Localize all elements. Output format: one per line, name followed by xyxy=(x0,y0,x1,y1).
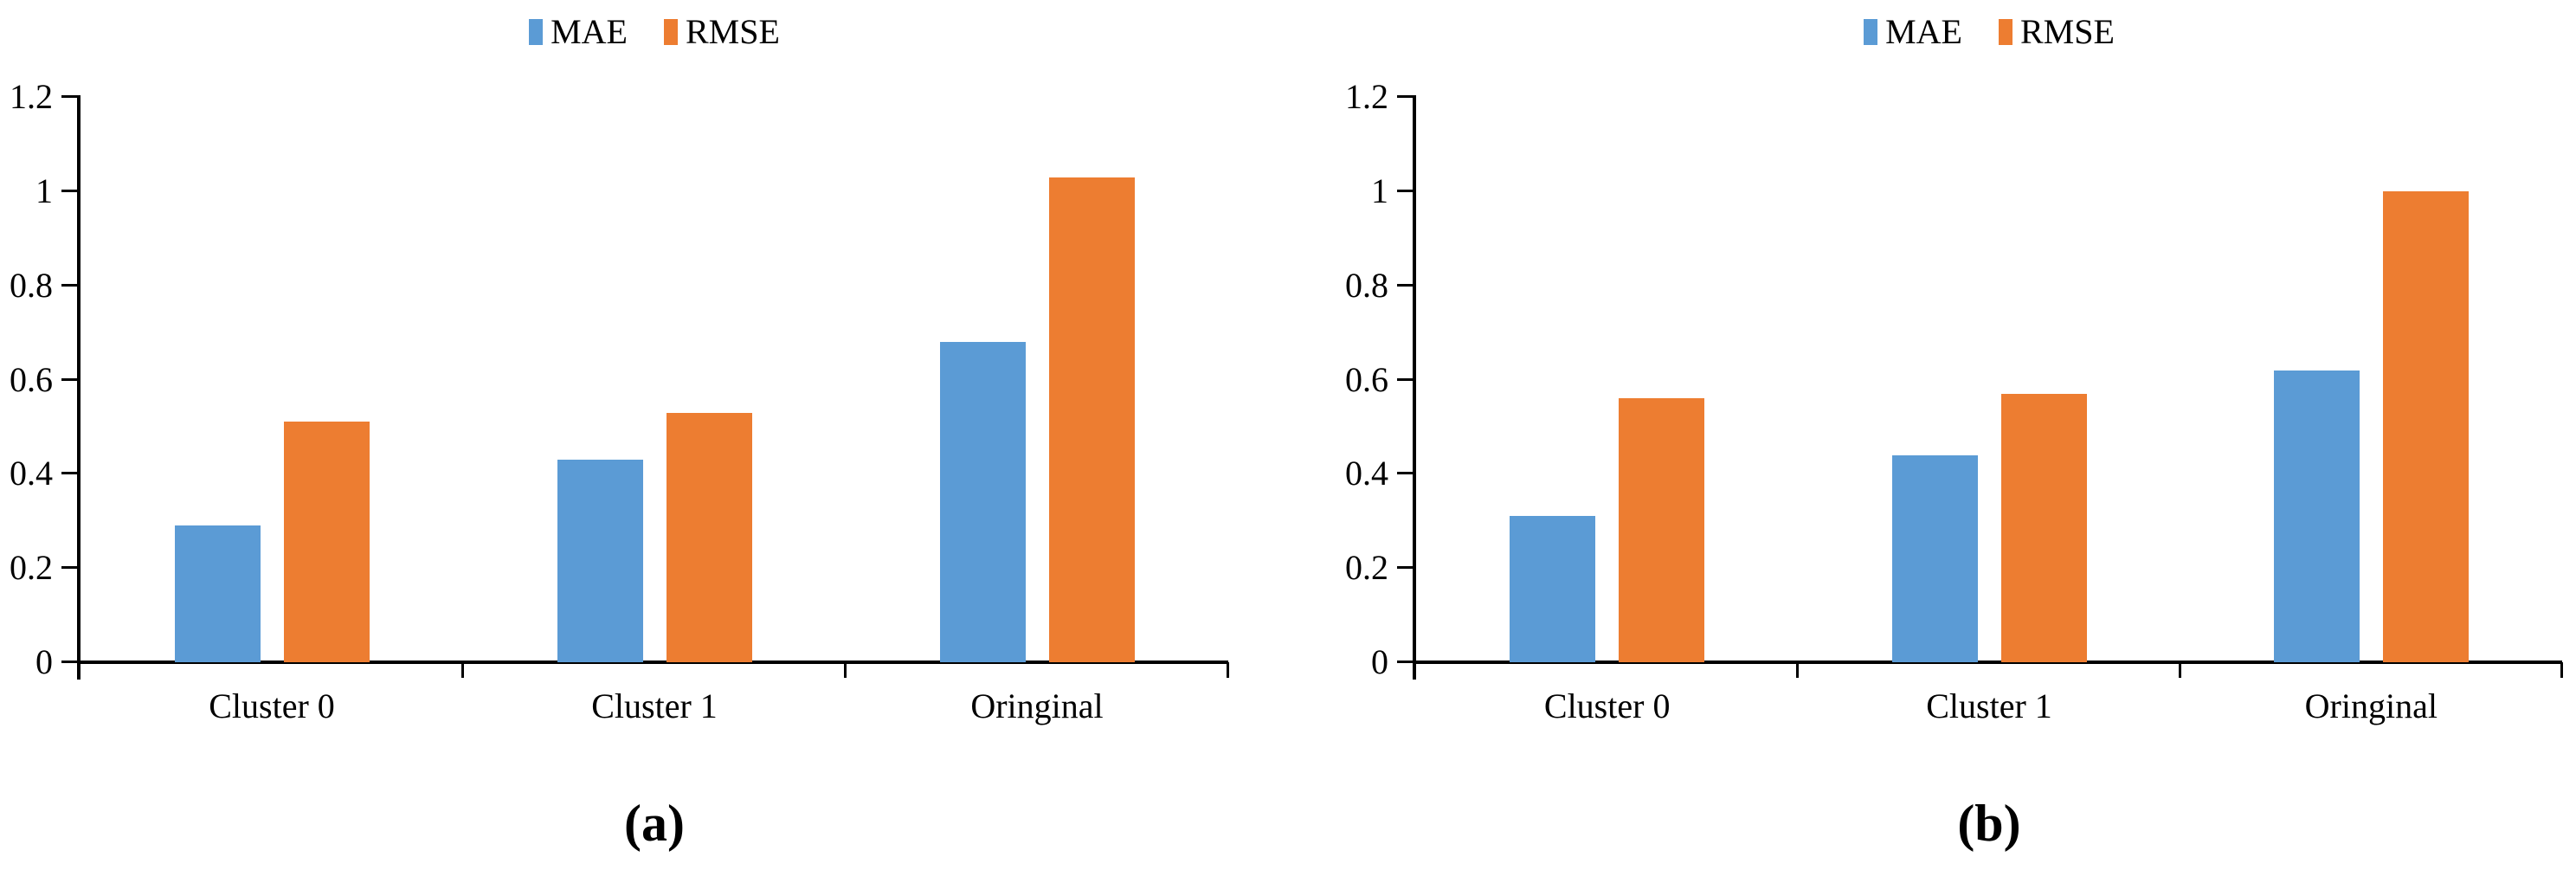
y-tick xyxy=(1397,95,1413,98)
category-label: Cluster 0 xyxy=(209,686,335,725)
y-tick-label: 0.6 xyxy=(10,359,53,399)
legend-item-rmse: RMSE xyxy=(1998,12,2115,51)
bar-rmse-oringinal xyxy=(1048,177,1135,662)
legend-label-rmse: RMSE xyxy=(2019,12,2115,51)
y-tick-label: 0 xyxy=(35,642,53,681)
legend-label-rmse: RMSE xyxy=(685,12,780,51)
legend-swatch-mae xyxy=(1864,19,1878,45)
y-tick-label: 0.8 xyxy=(1345,265,1388,305)
y-tick xyxy=(61,283,77,287)
x-tick xyxy=(461,662,464,678)
y-tick xyxy=(61,377,77,381)
y-tick xyxy=(61,189,77,192)
y-tick-label: 1 xyxy=(1371,171,1388,210)
y-tick-label: 1 xyxy=(35,171,53,210)
category-label: Cluster 1 xyxy=(1926,686,2052,725)
x-tick xyxy=(1796,662,1800,678)
legend-item-mae: MAE xyxy=(1864,15,1962,49)
y-tick-label: 0.6 xyxy=(1345,359,1388,399)
x-tick xyxy=(1227,662,1229,678)
category-label: Oringinal xyxy=(970,686,1104,725)
y-tick xyxy=(61,566,77,570)
y-axis xyxy=(1413,95,1416,680)
y-tick-label: 0 xyxy=(1371,642,1388,681)
bar-mae-cluster-1 xyxy=(557,460,643,662)
y-tick-label: 1.2 xyxy=(10,77,53,116)
y-tick-label: 0.8 xyxy=(10,265,53,305)
bar-mae-cluster-0 xyxy=(1510,516,1596,662)
panel-b: (b) 0 0.2 0.4 0.6 0.8 1 1.2 Cluster 0 Cluster 1 O… xyxy=(1288,0,2576,870)
x-tick xyxy=(2560,662,2563,678)
legend-item-mae: MAE xyxy=(529,15,628,49)
y-tick xyxy=(1397,283,1413,287)
y-tick xyxy=(61,661,77,663)
bar-mae-cluster-0 xyxy=(174,525,261,662)
figure-caption-b: (b) xyxy=(1957,795,2021,852)
x-tick xyxy=(2178,662,2181,678)
x-tick xyxy=(844,662,847,678)
bar-rmse-cluster-0 xyxy=(1619,398,1705,662)
y-tick xyxy=(1397,189,1413,192)
y-tick xyxy=(1397,472,1413,475)
legend-label-mae: MAE xyxy=(551,12,628,51)
bar-rmse-cluster-0 xyxy=(283,422,370,662)
bar-rmse-oringinal xyxy=(2382,190,2469,662)
y-tick xyxy=(1397,566,1413,570)
category-label: Cluster 1 xyxy=(591,686,718,725)
bar-mae-cluster-1 xyxy=(1891,454,1978,662)
bar-mae-oringinal xyxy=(2273,370,2360,662)
figure-caption-a: (a) xyxy=(624,795,685,852)
y-tick xyxy=(1397,377,1413,381)
y-tick xyxy=(61,472,77,475)
y-tick-label: 0.4 xyxy=(10,454,53,493)
legend-swatch-rmse xyxy=(663,19,678,45)
x-axis xyxy=(1413,661,2562,664)
bar-rmse-cluster-1 xyxy=(666,412,752,662)
legend-item-rmse: RMSE xyxy=(663,12,780,51)
panel-a: (a) 0 0.2 0.4 0.6 0.8 1 1.2 Cluster 0 Cluster 1 O… xyxy=(10,12,1229,852)
y-tick-label: 0.2 xyxy=(1345,548,1388,588)
y-tick-label: 0.4 xyxy=(1345,454,1388,493)
category-label: Oringinal xyxy=(2304,686,2438,725)
y-tick-label: 0.2 xyxy=(10,548,53,588)
category-label: Cluster 0 xyxy=(1543,686,1671,725)
legend-label-mae: MAE xyxy=(1885,12,1962,51)
y-axis xyxy=(77,95,80,680)
y-tick xyxy=(1397,661,1413,663)
legend: MAE RMSE xyxy=(80,12,1228,52)
legend-swatch-rmse xyxy=(1998,19,2012,45)
legend: MAE RMSE xyxy=(1416,12,2562,52)
y-tick xyxy=(61,95,77,98)
x-axis xyxy=(77,661,1228,664)
bar-rmse-cluster-1 xyxy=(2000,393,2087,662)
legend-swatch-mae xyxy=(529,19,544,45)
y-tick-label: 1.2 xyxy=(1345,77,1388,116)
bar-mae-oringinal xyxy=(939,341,1026,662)
